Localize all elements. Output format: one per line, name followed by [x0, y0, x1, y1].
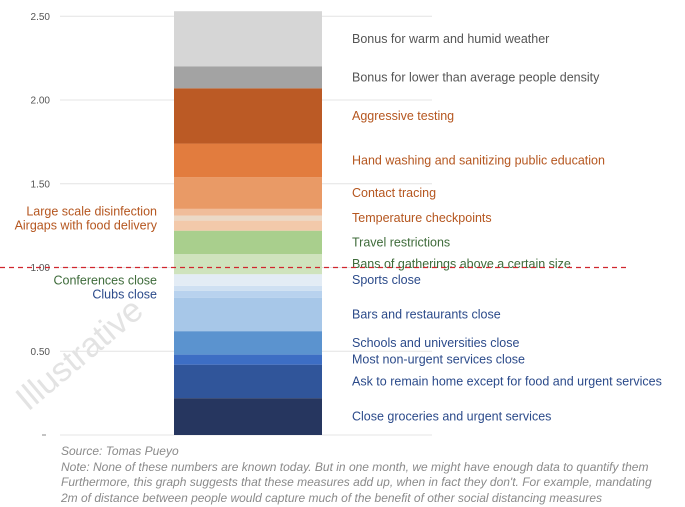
segment-label-10: Airgaps with food delivery [15, 219, 158, 233]
segment-label-7: Sports close [352, 273, 421, 287]
y-tick-label-2: 1.00 [31, 263, 51, 274]
y-tick-label-3: 1.50 [31, 179, 51, 190]
bar-segment-15 [174, 88, 322, 144]
note-line-1: Note: None of these numbers are known to… [61, 459, 649, 474]
bar-segment-9 [174, 230, 322, 255]
y-tick-label-1: 0.50 [31, 347, 51, 358]
segment-label-16: Bonus for lower than average people dens… [352, 70, 600, 84]
bar-segment-8 [174, 254, 322, 275]
source-line: Source: Tomas Pueyo [61, 444, 179, 458]
bar-segment-13 [174, 177, 322, 209]
bar-segment-12 [174, 208, 322, 216]
segment-label-6: Conferences close [53, 273, 157, 287]
bar-segment-5 [174, 290, 322, 298]
bar-segment-1 [174, 364, 322, 399]
segment-label-3: Schools and universities close [352, 336, 519, 350]
segment-label-13: Contact tracing [352, 186, 436, 200]
bar-segment-14 [174, 143, 322, 178]
bar-segment-17 [174, 11, 322, 67]
bar-segment-3 [174, 331, 322, 355]
bar-segment-2 [174, 354, 322, 365]
segment-label-12: Large scale disinfection [26, 205, 157, 219]
y-tick-label-4: 2.00 [31, 96, 51, 107]
segment-label-15: Aggressive testing [352, 109, 454, 123]
bar-segment-10 [174, 220, 322, 231]
chart-notes: Source: Tomas Pueyo Note: None of these … [61, 444, 685, 506]
note-line-3: 2m of distance between people would capt… [61, 490, 602, 505]
segment-label-2: Most non-urgent services close [352, 353, 525, 367]
segment-label-8: Bans of gatherings above a certain size [352, 257, 571, 271]
segment-label-0: Close groceries and urgent services [352, 410, 551, 424]
bar-segment-7 [174, 274, 322, 286]
segment-label-4: Bars and restaurants close [352, 307, 501, 321]
note-line-2: Furthermore, this graph suggests that th… [61, 475, 652, 489]
bar-segment-0 [174, 398, 322, 435]
segment-label-1: Ask to remain home except for food and u… [352, 374, 662, 388]
bar-segment-11 [174, 215, 322, 221]
segment-label-5: Clubs close [92, 287, 157, 301]
bar-segment-16 [174, 66, 322, 89]
bar-segment-4 [174, 297, 322, 332]
segment-label-14: Hand washing and sanitizing public educa… [352, 153, 605, 167]
segment-label-17: Bonus for warm and humid weather [352, 32, 549, 46]
bar-segment-6 [174, 285, 322, 291]
segment-label-9: Travel restrictions [352, 235, 450, 249]
y-tick-label-5: 2.50 [31, 12, 51, 23]
segment-label-11: Temperature checkpoints [352, 211, 492, 225]
